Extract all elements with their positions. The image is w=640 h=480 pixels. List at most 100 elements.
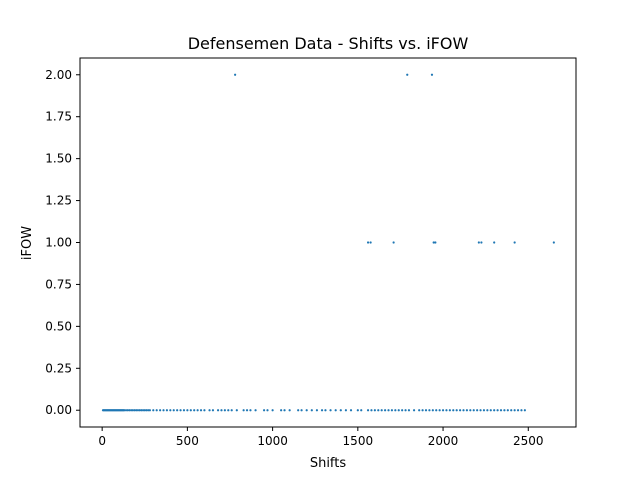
data-point <box>452 409 455 412</box>
data-point <box>493 409 496 412</box>
data-point <box>458 409 462 412</box>
data-point <box>360 409 363 412</box>
data-point <box>344 409 347 412</box>
data-point <box>196 409 199 412</box>
x-tick-label: 500 <box>176 434 199 448</box>
x-axis-ticks: 0 500 1000 1500 2000 2500 <box>98 427 544 448</box>
data-point <box>203 409 206 412</box>
data-point <box>162 409 165 412</box>
data-point <box>480 241 483 244</box>
data-point <box>305 409 308 412</box>
data-point <box>249 409 252 412</box>
data-point <box>320 409 324 412</box>
data-point <box>262 409 266 412</box>
data-point <box>493 241 496 244</box>
data-point <box>438 409 441 412</box>
y-tick-label: 1.75 <box>45 110 72 124</box>
data-point <box>133 409 136 412</box>
data-point <box>445 409 448 412</box>
data-point <box>300 409 303 412</box>
data-point <box>216 409 220 412</box>
data-point <box>520 409 523 412</box>
y-axis-ticks: 0.00 0.25 0.50 0.75 1.00 1.25 1.50 1.75 2.00 <box>45 68 80 417</box>
data-point <box>159 409 162 412</box>
data-point <box>297 409 300 412</box>
data-point <box>369 241 372 244</box>
data-point <box>199 409 203 412</box>
data-point <box>227 409 230 412</box>
data-point <box>271 409 274 412</box>
data-point <box>186 409 189 412</box>
x-tick-label: 1000 <box>257 434 288 448</box>
data-point <box>329 409 332 412</box>
data-point <box>489 409 492 412</box>
data-point <box>465 409 469 412</box>
data-point <box>182 409 186 412</box>
plot-area-frame <box>79 57 577 428</box>
data-point <box>334 409 337 412</box>
data-point <box>254 409 257 412</box>
data-point <box>131 409 134 412</box>
data-point <box>380 409 383 412</box>
chart-title: Defensemen Data - Shifts vs. iFOW <box>188 34 469 53</box>
data-point <box>126 409 129 412</box>
x-axis-label: Shifts <box>310 456 347 471</box>
data-point <box>176 409 179 412</box>
y-tick-label: 0.50 <box>45 319 72 333</box>
data-point <box>283 409 286 412</box>
data-point <box>366 241 370 244</box>
data-point <box>394 409 397 412</box>
data-point <box>434 241 437 244</box>
data-point <box>370 409 373 412</box>
data-point <box>462 409 465 412</box>
data-point <box>510 409 513 412</box>
data-point <box>349 409 353 412</box>
data-point <box>503 409 506 412</box>
data-point <box>513 241 516 244</box>
data-point <box>356 409 359 412</box>
data-point <box>242 409 245 412</box>
data-point <box>397 409 400 412</box>
x-tick-label: 1500 <box>343 434 374 448</box>
y-tick-label: 2.00 <box>45 68 72 82</box>
data-point <box>401 409 404 412</box>
data-point <box>479 409 482 412</box>
data-point <box>189 409 192 412</box>
data-point <box>235 409 238 412</box>
data-point <box>234 73 237 76</box>
x-tick-label: 2000 <box>428 434 459 448</box>
data-point <box>124 409 128 412</box>
data-point <box>431 409 434 412</box>
data-point <box>310 409 313 412</box>
data-point <box>387 409 390 412</box>
data-point <box>193 409 196 412</box>
data-point <box>455 409 458 412</box>
data-point <box>245 409 249 412</box>
data-point <box>496 409 499 412</box>
data-point <box>148 409 151 412</box>
data-point <box>390 409 394 412</box>
y-tick-label: 0.00 <box>45 403 72 417</box>
data-point <box>179 409 182 412</box>
data-point <box>472 409 475 412</box>
data-point <box>373 409 376 412</box>
data-point <box>477 241 480 244</box>
data-point <box>432 241 435 244</box>
data-point <box>506 409 509 412</box>
data-point <box>130 409 133 412</box>
y-tick-label: 1.50 <box>45 152 72 166</box>
y-tick-label: 0.75 <box>45 277 72 291</box>
data-point <box>128 409 131 412</box>
data-point <box>523 409 526 412</box>
data-point <box>435 409 438 412</box>
x-tick-label: 0 <box>98 434 106 448</box>
data-point <box>165 409 169 412</box>
data-point <box>469 409 472 412</box>
data-point <box>418 409 421 412</box>
data-point <box>499 409 503 412</box>
data-point <box>136 409 140 412</box>
data-point <box>141 409 145 412</box>
data-point <box>421 409 424 412</box>
data-point <box>208 409 211 412</box>
data-point <box>441 409 445 412</box>
